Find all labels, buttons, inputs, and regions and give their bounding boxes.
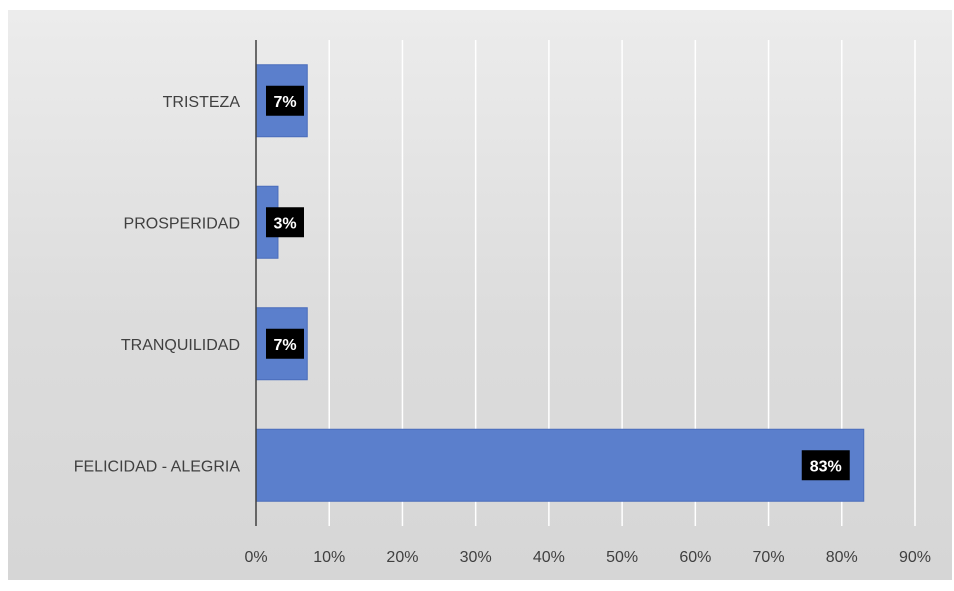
data-label: 7% [266, 328, 304, 359]
data-labels: 7% 3% 7% 83% [266, 85, 850, 481]
category-label: TRANQUILIDAD [121, 337, 240, 354]
x-tick-label: 50% [606, 549, 638, 566]
x-tick-labels: 0% 10% 20% 30% 40% 50% 60% 70% 80% 90% [244, 549, 931, 566]
bar-chart: TRISTEZA PROSPERIDAD TRANQUILIDAD FELICIDAD… [74, 40, 931, 566]
data-label-box [266, 328, 304, 359]
chart-area: TRISTEZA PROSPERIDAD TRANQUILIDAD FELICIDAD… [8, 10, 952, 580]
bar [255, 428, 865, 502]
gridlines [328, 40, 916, 526]
data-label-text: 3% [273, 215, 296, 232]
category-label: TRISTEZA [163, 94, 241, 111]
category-labels: TRISTEZA PROSPERIDAD TRANQUILIDAD FELICIDAD… [74, 94, 241, 476]
x-tick-label: 90% [899, 549, 931, 566]
data-label: 3% [266, 207, 304, 238]
data-label-text: 7% [273, 94, 296, 111]
x-tick-label: 70% [753, 549, 785, 566]
x-tick-label: 60% [679, 549, 711, 566]
x-tick-label: 20% [386, 549, 418, 566]
x-tick-label: 10% [313, 549, 345, 566]
data-label: 83% [801, 450, 850, 481]
data-label-box [266, 207, 304, 238]
category-label: PROSPERIDAD [124, 215, 240, 232]
data-label-box [266, 85, 304, 116]
data-label-text: 7% [273, 337, 296, 354]
data-label: 7% [266, 85, 304, 116]
bars [255, 64, 865, 502]
x-tick-label: 0% [244, 549, 267, 566]
x-tick-label: 30% [460, 549, 492, 566]
category-label: FELICIDAD - ALEGRIA [74, 458, 241, 475]
data-label-text: 83% [810, 458, 842, 475]
x-tick-label: 40% [533, 549, 565, 566]
data-label-box [801, 450, 850, 481]
x-tick-label: 80% [826, 549, 858, 566]
